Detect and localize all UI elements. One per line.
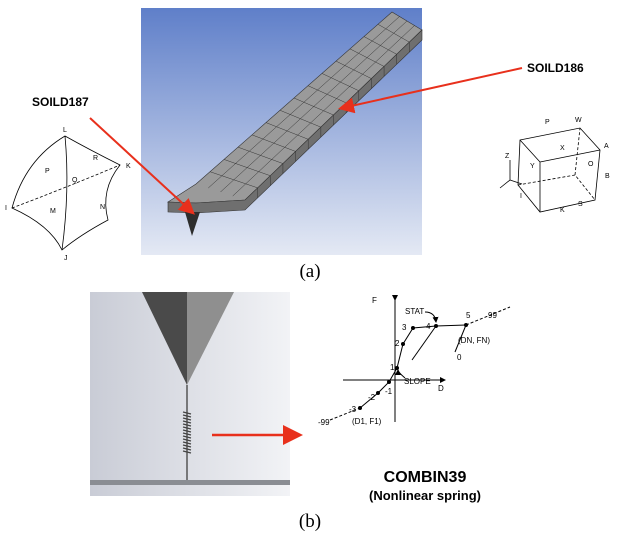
point-label: -2: [368, 393, 376, 402]
force-deflection-graph: [330, 300, 510, 422]
point-label: 5: [466, 311, 471, 320]
element-title: COMBIN39: [384, 469, 467, 486]
node-label: Y: [530, 163, 535, 170]
node-label: O: [588, 161, 594, 168]
point-label: -3: [349, 405, 357, 414]
node-label: A: [604, 143, 609, 150]
node-label: P: [545, 119, 550, 126]
node-label: R: [93, 155, 98, 162]
point-label: 4: [426, 322, 431, 331]
node-label: B: [605, 173, 610, 180]
solid186-nodes: P W A X B O Y Z I K S: [505, 117, 610, 214]
axis-label: D: [438, 384, 444, 393]
graph-labels: F D STAT SLOPE (DN, FN) (D1, F1) 99 5 4 …: [318, 296, 497, 427]
point-label: -99: [318, 418, 330, 427]
point-label: 1: [390, 363, 395, 372]
node-label: K: [126, 163, 131, 170]
point-label: 2: [395, 339, 400, 348]
node-label: N: [100, 204, 105, 211]
point-label: 0: [457, 353, 462, 362]
element-label: SOILD187: [32, 95, 89, 109]
solid186-element: [500, 128, 600, 212]
axis-label: F: [372, 296, 377, 305]
node-label: J: [64, 255, 68, 262]
node-label: M: [50, 208, 56, 215]
point-label: 3: [402, 323, 407, 332]
node-label: W: [575, 117, 582, 124]
annotation: (DN, FN): [458, 336, 490, 345]
caption: (a): [299, 261, 320, 282]
figure: L R P Q K N I M J SOILD187 P W A X B O Y…: [0, 0, 619, 533]
caption: (b): [299, 511, 321, 532]
element-label: SOILD186: [527, 61, 584, 75]
node-label: L: [63, 127, 67, 134]
node-label: P: [45, 168, 50, 175]
solid187-nodes: L R P Q K N I M J: [5, 127, 131, 262]
node-label: I: [520, 193, 522, 200]
point-label: -1: [385, 387, 393, 396]
node-label: X: [560, 145, 565, 152]
point-label: 99: [488, 311, 497, 320]
solid187-element: [12, 136, 120, 250]
annotation: (D1, F1): [352, 417, 382, 426]
node-label: I: [5, 205, 7, 212]
node-label: Q: [72, 177, 78, 184]
ground-bar: [90, 480, 290, 485]
annotation: SLOPE: [404, 377, 431, 386]
node-label: K: [560, 207, 565, 214]
node-label: S: [578, 201, 583, 208]
node-label: Z: [505, 153, 510, 160]
element-subtitle: (Nonlinear spring): [369, 488, 481, 503]
annotation: STAT: [405, 307, 424, 316]
